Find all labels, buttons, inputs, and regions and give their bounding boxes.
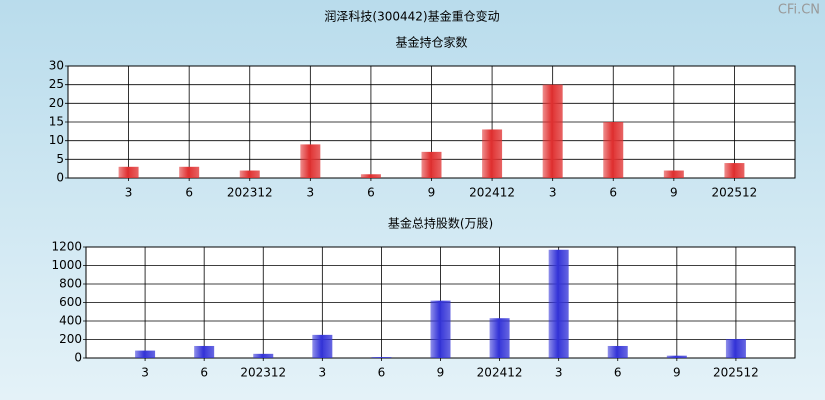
chart-title: 基金持仓家数	[395, 35, 467, 50]
bar	[489, 318, 510, 358]
y-tick-label: 0	[56, 171, 64, 185]
y-tick-label: 10	[49, 133, 64, 147]
x-tick-label: 6	[614, 366, 622, 380]
bar	[135, 350, 156, 358]
x-tick-label: 3	[141, 366, 149, 380]
x-tick-label: 9	[670, 186, 678, 200]
x-tick-label: 9	[673, 366, 681, 380]
y-tick-label: 20	[49, 96, 64, 110]
bar	[360, 174, 381, 178]
bar	[482, 129, 503, 178]
x-tick-label: 202512	[712, 186, 758, 200]
y-tick-label: 5	[56, 152, 64, 166]
bar	[663, 170, 684, 178]
bar	[603, 122, 624, 178]
bar	[724, 163, 745, 178]
bar	[666, 355, 687, 358]
y-tick-label: 15	[49, 115, 64, 129]
y-tick-label: 0	[74, 351, 82, 365]
bar	[179, 166, 200, 178]
x-tick-label: 6	[185, 186, 193, 200]
x-tick-label: 202412	[477, 366, 523, 380]
x-tick-label: 9	[437, 366, 445, 380]
watermark: CFi.CN	[778, 3, 820, 18]
x-tick-label: 6	[609, 186, 617, 200]
chart-title: 基金总持股数(万股)	[388, 216, 493, 231]
bar	[542, 84, 563, 178]
y-tick-label: 30	[49, 59, 64, 73]
bar	[253, 353, 274, 358]
x-tick-label: 6	[378, 366, 386, 380]
bar	[725, 339, 746, 358]
bar	[118, 166, 139, 178]
x-tick-label: 202312	[227, 186, 273, 200]
y-tick-label: 25	[49, 77, 64, 91]
bar	[607, 345, 628, 358]
x-tick-label: 202512	[713, 366, 759, 380]
bar	[371, 357, 392, 358]
bar	[312, 334, 333, 358]
bar	[421, 151, 442, 178]
bar	[430, 300, 451, 358]
bar	[194, 345, 215, 358]
y-tick-label: 600	[59, 295, 82, 309]
bar	[548, 249, 569, 358]
x-tick-label: 9	[428, 186, 436, 200]
x-tick-label: 202412	[469, 186, 515, 200]
x-tick-label: 6	[200, 366, 208, 380]
y-tick-label: 1000	[51, 258, 82, 272]
x-tick-label: 3	[307, 186, 315, 200]
y-tick-label: 400	[59, 314, 82, 328]
bar	[300, 144, 321, 178]
bar	[239, 170, 260, 178]
x-tick-label: 3	[125, 186, 133, 200]
x-tick-label: 6	[367, 186, 375, 200]
page-title: 润泽科技(300442)基金重仓变动	[324, 9, 499, 24]
y-tick-label: 800	[59, 277, 82, 291]
y-tick-label: 1200	[51, 240, 82, 254]
x-tick-label: 3	[555, 366, 563, 380]
x-tick-label: 3	[319, 366, 327, 380]
x-tick-label: 3	[549, 186, 557, 200]
x-tick-label: 202312	[240, 366, 286, 380]
y-tick-label: 200	[59, 332, 82, 346]
